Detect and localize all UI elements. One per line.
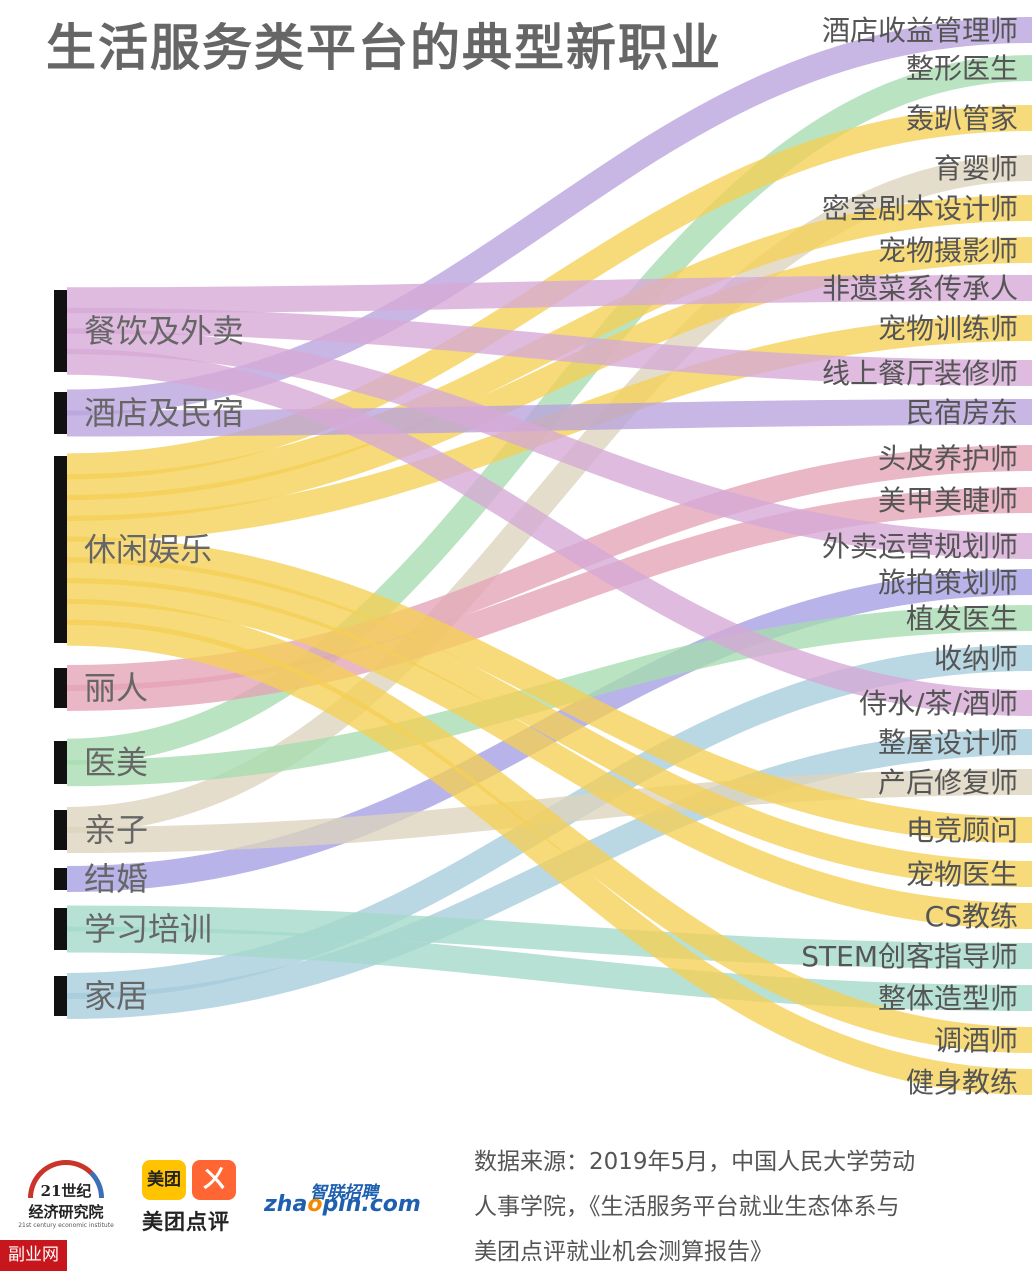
source-line-2: 人事学院，《生活服务平台就业生态体系与 <box>474 1194 900 1220</box>
21st-century-economic-institute-logo: 21世纪 经济研究院 21st century economic institu… <box>18 1160 114 1229</box>
flow-education-22 <box>66 905 1032 969</box>
source-bar-home <box>54 976 67 1016</box>
watermark-badge: 副业网 <box>0 1240 67 1271</box>
source-bar-leisure <box>54 456 67 643</box>
source-label-catering: 餐饮及外卖 <box>84 312 244 350</box>
target-label: 宠物摄影师 <box>878 234 1018 267</box>
target-label: 收纳师 <box>934 642 1018 675</box>
source-label-beauty: 丽人 <box>84 669 148 707</box>
dianping-icon: ㄨ <box>192 1160 236 1200</box>
target-label: 头皮养护师 <box>878 442 1018 475</box>
source-label-medical: 医美 <box>84 744 148 782</box>
source-bar-parent <box>54 810 67 850</box>
source-label-hotel: 酒店及民宿 <box>84 394 244 432</box>
target-label: STEM创客指导师 <box>801 940 1018 973</box>
footer: 21世纪 经济研究院 21st century economic institu… <box>0 1130 1032 1271</box>
source-bar-medical <box>54 741 67 784</box>
flow-catering-8 <box>66 307 1032 386</box>
meituan-box: 美团 <box>142 1160 186 1200</box>
target-label: 旅拍策划师 <box>878 566 1018 599</box>
target-label: 线上餐厅装修师 <box>822 357 1018 390</box>
source-label-home: 家居 <box>84 977 148 1015</box>
target-label: 整形医生 <box>906 52 1018 85</box>
target-label: 健身教练 <box>906 1066 1018 1099</box>
flow-leisure-25 <box>66 619 1032 1095</box>
zhaopin-cn-name: 智联招聘 <box>310 1183 378 1203</box>
flow-leisure-19 <box>66 536 1032 843</box>
target-label: 宠物医生 <box>906 858 1018 891</box>
target-label: 产后修复师 <box>878 766 1018 799</box>
zhaopin-en-name: zhaopin.com <box>264 1192 421 1217</box>
source-bar-layer <box>54 290 67 1016</box>
flow-layer <box>66 17 1032 1095</box>
target-label: 美甲美睫师 <box>878 484 1018 517</box>
flow-leisure-5 <box>66 237 1032 521</box>
flow-parent-3 <box>66 155 1032 833</box>
flow-leisure-20 <box>66 557 1032 887</box>
meituan-dianping-logo: 美团ㄨ 美团点评 <box>142 1160 244 1236</box>
source-bar-wedding <box>54 868 67 890</box>
source-line-3: 美团点评就业机会测算报告》 <box>474 1239 773 1265</box>
target-label: 密室剧本设计师 <box>822 192 1018 225</box>
flow-catering-12 <box>66 328 1032 559</box>
flow-beauty-11 <box>66 487 1032 711</box>
target-label: 整体造型师 <box>878 982 1018 1015</box>
source-label-leisure: 休闲娱乐 <box>84 531 212 569</box>
source-label-wedding: 结婚 <box>84 860 148 898</box>
meituan-dianping-name: 美团点评 <box>142 1210 230 1234</box>
target-label: CS教练 <box>925 900 1018 933</box>
page-title: 生活服务类平台的典型新职业 <box>46 19 722 77</box>
source-bar-beauty <box>54 668 67 708</box>
flow-hotel-9 <box>66 399 1032 437</box>
flow-leisure-21 <box>66 578 1032 929</box>
target-label: 非遗菜系传承人 <box>822 272 1018 305</box>
target-label: 民宿房东 <box>906 396 1018 429</box>
flow-catering-16 <box>66 348 1032 716</box>
source-label-education: 学习培训 <box>84 910 212 948</box>
target-label: 外卖运营规划师 <box>822 530 1018 563</box>
target-label: 宠物训练师 <box>878 312 1018 345</box>
source-bar-hotel <box>54 392 67 434</box>
logo-21-line3: 21st century economic institute <box>18 1222 114 1229</box>
logo-21-line2: 经济研究院 <box>28 1203 104 1221</box>
flow-education-23 <box>66 926 1032 1011</box>
source-line-1: 数据来源：2019年5月，中国人民大学劳动 <box>474 1149 916 1175</box>
target-label: 调酒师 <box>934 1024 1018 1057</box>
data-source-note: 数据来源：2019年5月，中国人民大学劳动 人事学院，《生活服务平台就业生态体系… <box>474 1140 974 1275</box>
target-label: 电竞顾问 <box>906 814 1018 847</box>
logo-21-line1: 21世纪 <box>40 1182 92 1200</box>
flow-leisure-24 <box>66 598 1032 1053</box>
target-label: 酒店收益管理师 <box>822 14 1018 47</box>
flow-catering-6 <box>66 275 1032 314</box>
target-label: 植发医生 <box>906 602 1018 635</box>
source-bar-education <box>54 908 67 950</box>
target-label: 侍水/茶/酒师 <box>859 687 1018 720</box>
target-label: 轰趴管家 <box>906 102 1018 135</box>
target-label: 整屋设计师 <box>878 726 1018 759</box>
source-label-parent: 亲子 <box>84 811 148 849</box>
target-label: 育婴师 <box>934 152 1018 185</box>
source-bar-catering <box>54 290 67 372</box>
